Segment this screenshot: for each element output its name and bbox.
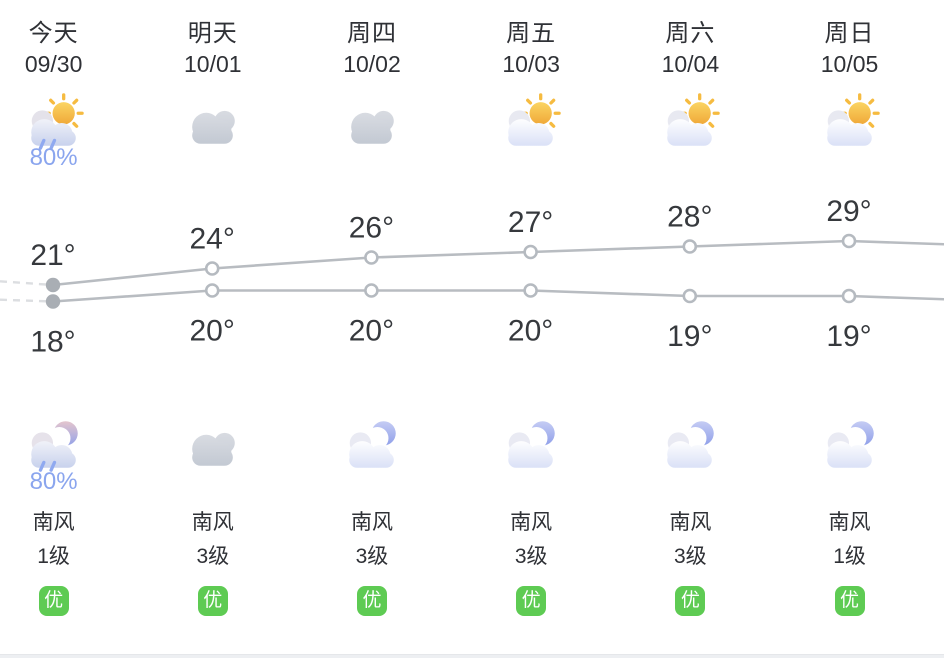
overcast-icon	[341, 91, 403, 153]
day-name: 今天	[28, 20, 79, 47]
wind-direction: 南风	[828, 511, 871, 534]
wind-direction: 南风	[32, 511, 75, 534]
forecast-day-column[interactable]: 明天 10/01 南风 3级 优	[133, 0, 292, 658]
cloudy-moon-icon	[659, 413, 721, 475]
wind-direction: 南风	[510, 511, 553, 534]
cloudy-moon-icon	[500, 413, 562, 475]
day-date: 10/05	[820, 51, 879, 77]
wind-direction: 南风	[350, 511, 393, 534]
wind-level: 1级	[37, 545, 70, 568]
wind-level: 3级	[355, 545, 389, 568]
day-name: 明天	[187, 20, 238, 47]
aqi-badge: 优	[38, 586, 69, 616]
forecast-day-column[interactable]: 今天 09/30 80% 80% 南风 1级 优	[0, 0, 133, 658]
forecast-day-column[interactable]: 周日 10/05 南风 1级 优	[770, 0, 929, 658]
aqi-badge: 优	[675, 586, 706, 616]
section-divider	[0, 654, 944, 658]
forecast-day-column[interactable]: 周五 10/03 南风 3级 优	[452, 0, 611, 658]
day-name: 周日	[824, 20, 875, 47]
shower-sun-icon	[23, 91, 85, 153]
overcast-icon	[182, 413, 244, 475]
wind-level: 3级	[196, 545, 230, 568]
wind-direction: 南风	[669, 511, 712, 534]
cloudy-sun-icon	[819, 91, 881, 153]
cloudy-sun-icon	[659, 91, 721, 153]
forecast-day-column[interactable]: 周四 10/02 南风 3级 优	[292, 0, 451, 658]
cloudy-moon-icon	[341, 413, 403, 475]
wind-level: 3级	[514, 545, 548, 568]
day-date: 09/30	[24, 51, 83, 77]
day-precip-probability: 80%	[29, 144, 78, 171]
night-precip-probability: 80%	[29, 468, 78, 495]
cloudy-sun-icon	[500, 91, 562, 153]
shower-moon-icon	[23, 413, 85, 475]
day-date: 10/03	[502, 51, 560, 77]
aqi-badge: 优	[516, 586, 547, 616]
wind-direction: 南风	[191, 511, 234, 534]
wind-level: 1级	[833, 545, 866, 568]
day-date: 10/04	[661, 51, 720, 77]
day-name: 周五	[506, 20, 557, 47]
aqi-badge: 优	[834, 586, 865, 616]
day-date: 10/01	[184, 51, 242, 77]
aqi-badge: 优	[197, 586, 228, 616]
day-date: 10/02	[343, 51, 401, 77]
day-name: 周六	[665, 20, 716, 47]
overcast-icon	[182, 91, 244, 153]
aqi-badge: 优	[356, 586, 387, 616]
wind-level: 3级	[674, 545, 707, 568]
cloudy-moon-icon	[819, 413, 881, 475]
forecast-day-column[interactable]: 周六 10/04 南风 3级 优	[611, 0, 770, 658]
day-name: 周四	[346, 20, 397, 47]
